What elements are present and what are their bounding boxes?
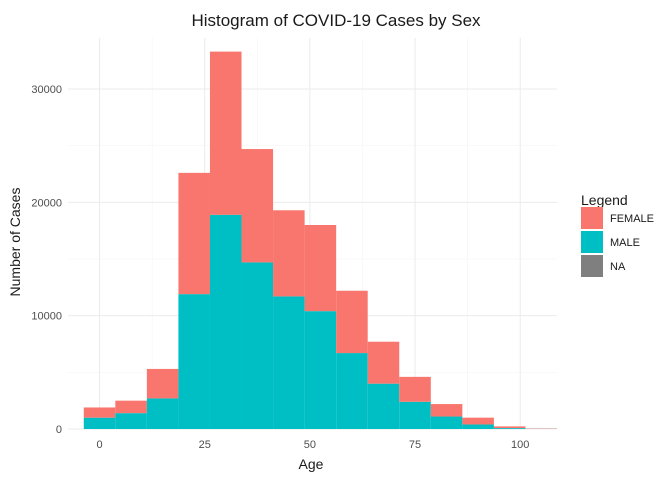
y-tick-label: 30000 bbox=[31, 84, 62, 96]
bar-male bbox=[147, 398, 179, 429]
legend-items: FEMALE MALE NA bbox=[581, 207, 654, 277]
x-axis-ticks: 0 25 50 75 100 bbox=[96, 439, 529, 451]
legend-label-na: NA bbox=[610, 261, 626, 273]
x-axis-title: Age bbox=[299, 456, 324, 472]
bar-female bbox=[178, 173, 210, 294]
legend-title: Legend bbox=[581, 192, 628, 208]
bar-female bbox=[242, 149, 274, 262]
legend-key-male bbox=[581, 231, 603, 253]
bar-female bbox=[84, 407, 116, 417]
bar-male bbox=[84, 418, 116, 429]
x-tick-label: 75 bbox=[409, 439, 421, 451]
bar-female bbox=[399, 377, 431, 402]
y-axis-title: Number of Cases bbox=[7, 188, 23, 297]
y-tick-label: 10000 bbox=[31, 311, 62, 323]
x-tick-label: 100 bbox=[511, 439, 529, 451]
bar-male bbox=[242, 262, 274, 429]
bar-female bbox=[210, 52, 242, 215]
y-tick-label: 0 bbox=[56, 424, 62, 436]
y-tick-label: 20000 bbox=[31, 197, 62, 209]
legend: Legend FEMALE MALE NA bbox=[581, 192, 654, 277]
y-axis-ticks: 0 10000 20000 30000 bbox=[31, 84, 62, 436]
x-tick-label: 50 bbox=[304, 439, 316, 451]
bar-female bbox=[431, 404, 463, 416]
bar-male bbox=[399, 402, 431, 429]
bar-female bbox=[336, 291, 368, 353]
bar-female bbox=[273, 210, 305, 296]
x-tick-label: 0 bbox=[96, 439, 102, 451]
bar-male bbox=[336, 353, 368, 429]
legend-key-female bbox=[581, 207, 603, 229]
bar-male bbox=[462, 424, 494, 429]
x-tick-label: 25 bbox=[199, 439, 211, 451]
bar-male bbox=[210, 215, 242, 429]
bar-female bbox=[147, 369, 179, 398]
bar-male bbox=[431, 417, 463, 429]
legend-key-na bbox=[581, 255, 603, 277]
bar-female bbox=[494, 426, 526, 428]
bar-female bbox=[305, 225, 337, 311]
bar-male bbox=[368, 384, 400, 429]
legend-label-female: FEMALE bbox=[610, 213, 654, 225]
bar-female bbox=[115, 401, 147, 413]
bar-male bbox=[178, 294, 210, 429]
bar-female bbox=[368, 342, 400, 384]
bar-male bbox=[305, 311, 337, 429]
bar-male bbox=[115, 413, 147, 429]
legend-label-male: MALE bbox=[610, 237, 640, 249]
bar-male bbox=[273, 296, 305, 429]
bar-female bbox=[462, 418, 494, 425]
bar-male bbox=[494, 428, 526, 429]
chart-title: Histogram of COVID-19 Cases by Sex bbox=[191, 11, 481, 30]
